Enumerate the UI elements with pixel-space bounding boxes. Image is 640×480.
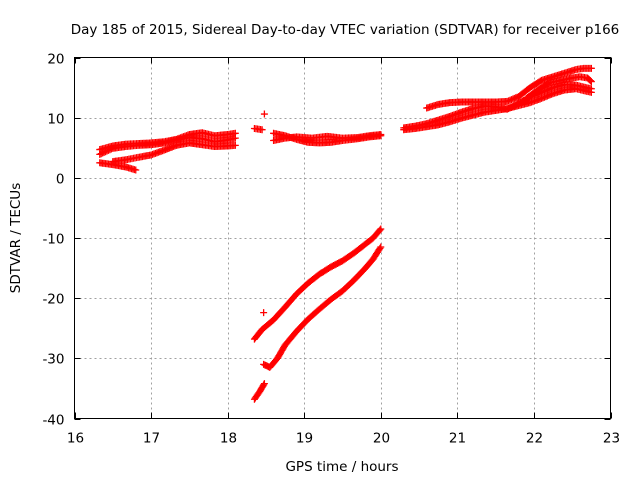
ticks: 16 17 18 19 20 21 22 23 -40 -30 -20 -10 0 10 20 [42,52,620,447]
chart-title: Day 185 of 2015, Sidereal Day-to-day VTE… [71,22,620,38]
series-track-d [109,139,239,166]
data-point [231,134,239,142]
x-tick-label: 20 [373,431,390,447]
x-tick-label: 19 [296,431,313,447]
data-points [96,64,595,403]
series-track-l [260,243,385,371]
data-point [586,77,594,85]
x-axis-label: GPS time / hours [285,459,398,475]
data-point [260,309,268,317]
series-track-f [260,110,268,118]
y-tick-label: -20 [42,292,64,308]
data-point [377,132,385,140]
x-tick-label: 22 [526,431,543,447]
grid [74,57,611,419]
x-tick-label: 18 [220,431,237,447]
x-tick-label: 21 [449,431,466,447]
data-point [260,381,268,389]
y-tick-label: 0 [56,172,65,188]
y-tick-label: -30 [42,352,64,368]
series-track-e [250,124,266,134]
series-track-p [522,73,595,102]
y-tick-label: 10 [47,112,64,128]
series-track-k [250,380,268,403]
data-point [377,243,385,251]
x-tick-label: 23 [603,431,620,447]
x-tick-label: 17 [143,431,160,447]
data-point [376,226,384,234]
series-track-i [250,225,385,343]
y-tick-label: 20 [47,52,64,68]
data-point [258,126,266,134]
data-point [260,110,268,118]
y-tick-label: -10 [42,232,64,248]
data-point [587,64,595,72]
data-point [260,380,268,388]
data-point [377,225,385,233]
data-point [587,78,595,86]
data-point [376,244,384,252]
x-tick-label: 16 [67,431,84,447]
data-point [587,85,595,93]
data-point [231,141,239,149]
series-track-j [260,309,268,317]
series-track-h [270,129,385,147]
y-tick-label: -40 [42,413,64,429]
series-track-m [400,85,595,134]
data-point [132,166,140,174]
y-axis-label: SDTVAR / TECUs [8,183,24,293]
series-track-o [423,64,595,112]
